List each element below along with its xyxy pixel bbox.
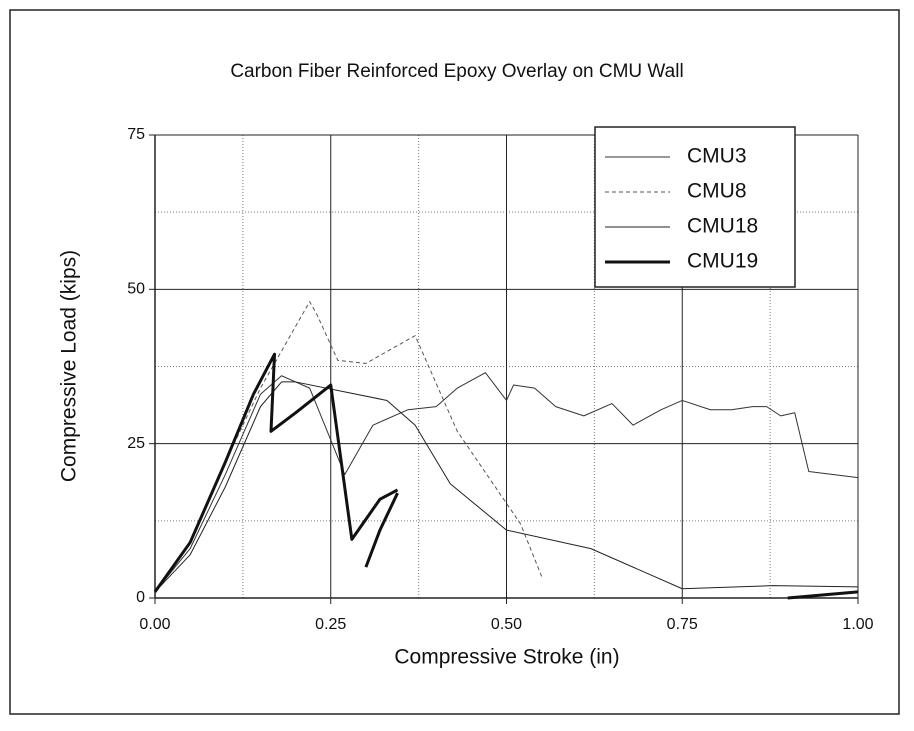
y-tick-label: 0 xyxy=(136,589,145,606)
y-tick-label: 25 xyxy=(127,435,145,452)
legend-label: CMU3 xyxy=(687,145,747,168)
x-tick-label: 0.00 xyxy=(139,616,170,633)
x-axis-label: Compressive Stroke (in) xyxy=(394,646,619,669)
y-tick-label: 50 xyxy=(127,281,145,298)
x-tick-label: 0.25 xyxy=(315,616,346,633)
series-line xyxy=(154,381,859,593)
x-tick-label: 1.00 xyxy=(842,616,873,633)
x-tick-label: 0.50 xyxy=(491,616,522,633)
y-axis-label: Compressive Load (kips) xyxy=(58,250,81,482)
legend-label: CMU8 xyxy=(687,180,747,203)
x-tick-label: 0.75 xyxy=(667,616,698,633)
series-line xyxy=(153,352,859,600)
legend-box xyxy=(594,126,796,288)
legend-label: CMU18 xyxy=(687,215,758,238)
frame xyxy=(9,9,900,715)
legend-label: CMU19 xyxy=(687,250,758,273)
series-line xyxy=(154,301,543,593)
series-line xyxy=(154,372,859,593)
chart-title: Carbon Fiber Reinforced Epoxy Overlay on… xyxy=(230,61,683,82)
y-tick-label: 75 xyxy=(127,126,145,143)
